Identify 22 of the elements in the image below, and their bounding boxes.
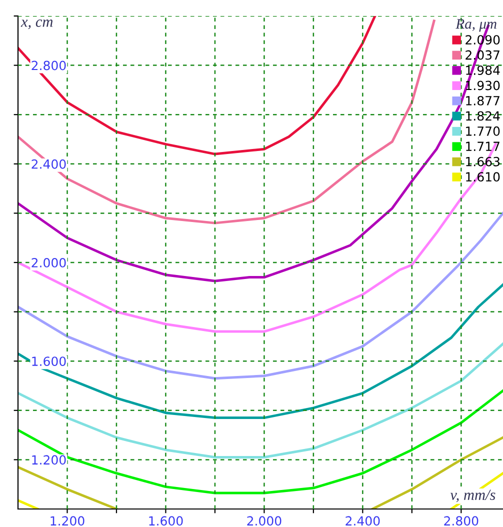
y-tick-label: 2.400 [32, 159, 66, 169]
y-tick-label: 1.200 [32, 455, 66, 465]
y-tick-label: 1.600 [32, 356, 66, 366]
line-series [18, 212, 503, 380]
legend-label: 1.877 [466, 96, 500, 106]
line-series [18, 20, 436, 224]
y-tick-label: 2.000 [32, 258, 66, 268]
legend-label: 1.610 [466, 172, 500, 182]
line-series [18, 16, 376, 156]
legend-label: 1.717 [466, 142, 500, 151]
x-tick-label: 1.600 [149, 516, 183, 526]
x-axis-title: v, mm/s [450, 490, 496, 502]
legend-label: 1.663 [466, 156, 500, 166]
x-tick-label: 2.800 [444, 516, 478, 526]
legend-label: 1.770 [466, 126, 500, 136]
legend-label: 1.824 [466, 111, 500, 121]
x-tick-label: 2.000 [247, 516, 282, 526]
y-tick-label: 2.800 [32, 60, 66, 70]
x-tick-label: 2.400 [346, 516, 380, 526]
y-axis-title: x, cm [20, 20, 53, 30]
x-tick-label: 1.200 [50, 516, 84, 526]
line-series [18, 283, 503, 420]
